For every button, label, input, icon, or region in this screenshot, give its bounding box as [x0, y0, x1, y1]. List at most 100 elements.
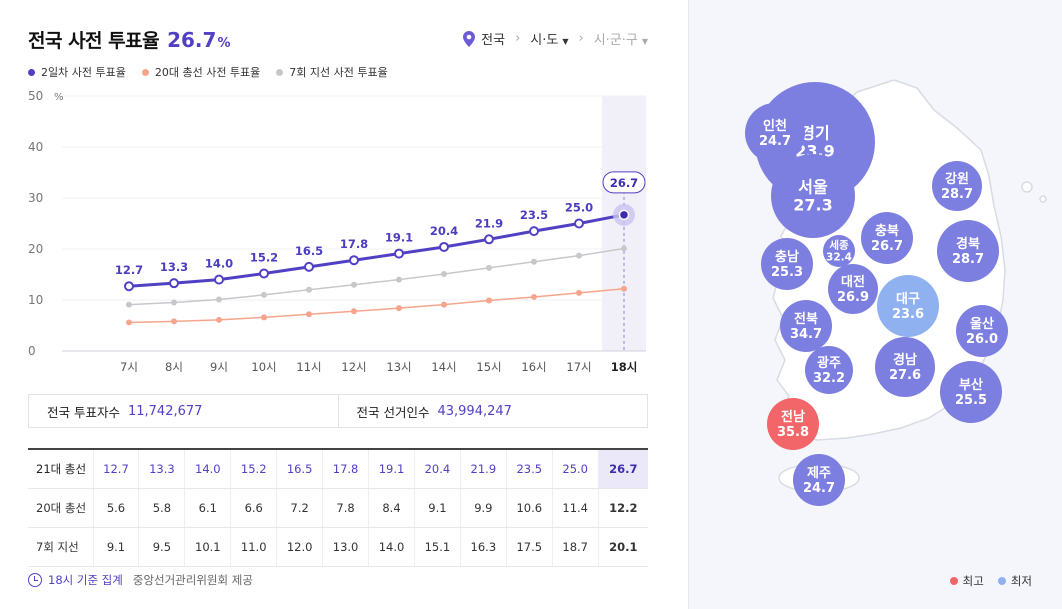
total-electorate-label: 전국 선거인수	[356, 404, 430, 420]
table-cell: 11.4	[551, 488, 599, 528]
series-point	[261, 291, 267, 298]
series-point	[441, 270, 447, 277]
series-point	[349, 255, 359, 266]
table-cell: 17.8	[322, 449, 369, 489]
data-label: 14.0	[205, 257, 233, 271]
region-circle	[771, 154, 855, 238]
table-cell: 12.0	[276, 527, 323, 567]
clock-icon	[28, 573, 42, 587]
series-point	[441, 301, 447, 308]
series-point	[529, 226, 539, 237]
x-tick-label: 7시	[120, 360, 138, 374]
region-name: 충남	[775, 249, 799, 265]
series-point	[304, 261, 314, 272]
y-unit-label: %	[54, 92, 64, 103]
data-label: 15.2	[250, 250, 278, 264]
breadcrumb-district-select[interactable]: 시·군·구 ▼	[594, 29, 648, 48]
region-circle	[877, 275, 939, 337]
region-value: 26.9	[837, 290, 869, 305]
total-voters-value: 11,742,677	[127, 403, 203, 419]
table-cell: 20.4	[413, 449, 461, 489]
series-point	[396, 276, 402, 283]
x-tick-label: 11시	[296, 360, 321, 374]
region-value: 26.0	[966, 332, 998, 347]
series-line	[128, 213, 625, 288]
chevron-right-icon: ›	[515, 31, 521, 46]
data-label: 21.9	[475, 216, 503, 230]
data-label: 17.8	[340, 237, 368, 251]
x-tick-label: 16시	[521, 360, 546, 374]
data-label: 13.3	[160, 260, 188, 274]
series-point	[439, 241, 449, 252]
map-legend: 최고 최저	[936, 573, 1032, 589]
table-cell: 7.2	[276, 488, 323, 528]
series-point	[531, 258, 537, 265]
region-name: 부산	[959, 377, 983, 393]
lowest-dot	[997, 577, 1006, 585]
region-circle	[745, 103, 805, 163]
breadcrumb-national[interactable]: 전국	[481, 33, 506, 48]
series-point	[576, 289, 582, 296]
highlight-callout	[602, 171, 646, 194]
title-text: 전국 사전 투표율	[28, 30, 160, 52]
caret-down-icon: ▼	[641, 37, 648, 46]
region-name: 대구	[896, 292, 920, 307]
total-voters-label: 전국 투표자수	[47, 404, 120, 420]
series-point	[216, 316, 222, 323]
series-point	[396, 305, 402, 312]
series-point	[306, 286, 312, 293]
total-electorate: 전국 선거인수 43,994,247	[337, 395, 648, 427]
region-name: 제주	[807, 466, 831, 481]
series-point	[531, 293, 537, 300]
series-point	[574, 218, 584, 229]
table-cell: 13.3	[138, 449, 185, 489]
series-point	[621, 285, 627, 292]
footer-time: 18시 기준 집계	[48, 573, 123, 587]
region-name: 대전	[841, 274, 865, 290]
legend-dot	[28, 68, 35, 76]
series-point	[351, 308, 357, 315]
total-electorate-value: 43,994,247	[437, 403, 512, 419]
y-tick-label: 50	[28, 89, 43, 103]
legend-item: 20대 총선 사전 투표율	[141, 64, 260, 80]
region-circle	[828, 264, 878, 314]
breadcrumb-province-select[interactable]: 시·도 ▼	[530, 29, 568, 48]
x-tick-label: 12시	[341, 360, 366, 374]
table-cell: 14.0	[184, 449, 231, 489]
legend-item: 2일차 사전 투표율	[28, 64, 126, 80]
region-bubble-map: 경기23.9인천24.7서울27.3강원28.7충북26.7세종32.4충남25…	[745, 79, 1047, 506]
data-label: 19.1	[385, 231, 413, 245]
series-point	[169, 278, 179, 289]
series-point	[261, 314, 267, 321]
region-circle	[767, 398, 819, 450]
x-tick-label: 14시	[431, 360, 456, 374]
region-value: 25.3	[771, 265, 803, 280]
region-value: 28.7	[952, 252, 984, 267]
table-cell: 9.9	[459, 488, 507, 528]
turnout-table: 21대 총선 12.7 13.3 14.0 15.2 16.5 17.8 19.1 20.4 21…	[28, 448, 648, 567]
x-tick-label: 18시	[611, 360, 638, 374]
region-name: 세종	[829, 239, 849, 252]
x-tick-label: 17시	[566, 360, 591, 374]
table-cell: 7.8	[322, 488, 369, 528]
data-label: 20.4	[430, 224, 458, 238]
page-title: 전국 사전 투표율 26.7 %	[28, 26, 230, 53]
table-cell: 6.1	[184, 488, 231, 528]
district-select-label: 시·군·구	[593, 33, 638, 48]
